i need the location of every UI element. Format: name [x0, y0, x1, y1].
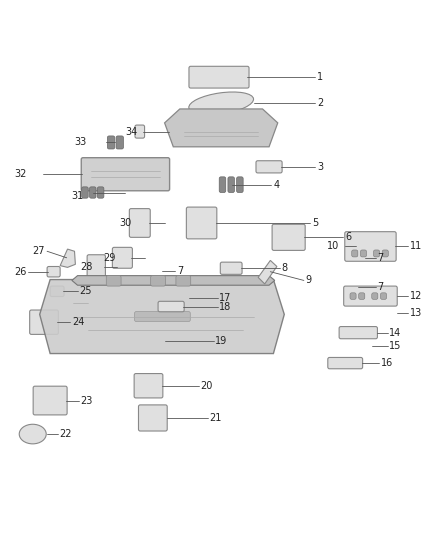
FancyBboxPatch shape [382, 250, 389, 257]
FancyBboxPatch shape [228, 177, 234, 192]
FancyBboxPatch shape [237, 177, 243, 192]
Text: 34: 34 [125, 126, 137, 136]
FancyBboxPatch shape [87, 255, 106, 278]
FancyBboxPatch shape [116, 136, 124, 149]
FancyBboxPatch shape [220, 262, 242, 274]
FancyBboxPatch shape [359, 293, 365, 300]
Ellipse shape [189, 92, 254, 115]
Text: 20: 20 [201, 381, 213, 391]
Text: 16: 16 [381, 358, 393, 368]
FancyBboxPatch shape [158, 301, 184, 312]
FancyBboxPatch shape [138, 405, 167, 431]
Text: 13: 13 [410, 308, 422, 318]
Text: 33: 33 [74, 138, 86, 148]
Text: 1: 1 [317, 72, 323, 82]
FancyBboxPatch shape [256, 161, 282, 173]
Text: 32: 32 [14, 169, 27, 179]
FancyBboxPatch shape [328, 358, 363, 369]
Text: 21: 21 [209, 413, 222, 423]
Text: 31: 31 [71, 191, 83, 201]
Text: 8: 8 [281, 263, 287, 273]
FancyBboxPatch shape [176, 276, 191, 286]
FancyBboxPatch shape [186, 207, 217, 239]
FancyBboxPatch shape [50, 286, 64, 296]
Text: 7: 7 [377, 253, 383, 263]
Text: 18: 18 [219, 302, 232, 312]
Polygon shape [165, 109, 278, 147]
Text: 25: 25 [79, 286, 92, 296]
Text: 3: 3 [317, 162, 323, 172]
FancyBboxPatch shape [360, 250, 367, 257]
FancyBboxPatch shape [113, 247, 132, 268]
Text: 7: 7 [177, 266, 183, 276]
FancyBboxPatch shape [33, 386, 67, 415]
FancyBboxPatch shape [344, 286, 397, 306]
Ellipse shape [19, 424, 46, 444]
Text: 14: 14 [389, 328, 401, 337]
FancyBboxPatch shape [47, 266, 60, 277]
Text: 24: 24 [72, 317, 84, 327]
Text: 15: 15 [389, 341, 402, 351]
FancyBboxPatch shape [339, 327, 378, 339]
Text: 11: 11 [410, 241, 422, 252]
FancyBboxPatch shape [189, 66, 249, 88]
FancyBboxPatch shape [134, 312, 190, 321]
Text: 30: 30 [120, 218, 132, 228]
FancyBboxPatch shape [97, 187, 104, 198]
Text: 7: 7 [377, 281, 383, 292]
FancyBboxPatch shape [272, 224, 305, 251]
Text: 23: 23 [80, 395, 92, 406]
FancyBboxPatch shape [107, 136, 115, 149]
FancyBboxPatch shape [134, 374, 163, 398]
FancyBboxPatch shape [81, 158, 170, 191]
FancyBboxPatch shape [381, 293, 387, 300]
Text: 27: 27 [32, 246, 45, 256]
FancyBboxPatch shape [129, 208, 150, 237]
FancyBboxPatch shape [89, 187, 96, 198]
Text: 10: 10 [327, 241, 339, 252]
Text: 6: 6 [345, 232, 351, 243]
FancyBboxPatch shape [352, 250, 358, 257]
Text: 28: 28 [81, 262, 93, 271]
FancyBboxPatch shape [106, 276, 121, 286]
FancyBboxPatch shape [151, 276, 166, 286]
FancyBboxPatch shape [374, 250, 380, 257]
FancyBboxPatch shape [82, 187, 88, 198]
Text: 19: 19 [215, 336, 227, 346]
Polygon shape [40, 279, 284, 353]
FancyBboxPatch shape [219, 177, 226, 192]
Polygon shape [72, 276, 275, 285]
Text: 29: 29 [103, 253, 116, 263]
Text: 22: 22 [59, 429, 72, 439]
Text: 5: 5 [313, 218, 319, 228]
Text: 2: 2 [317, 98, 323, 108]
Polygon shape [60, 249, 75, 268]
Polygon shape [258, 261, 277, 284]
Text: 17: 17 [219, 293, 232, 303]
Text: 12: 12 [410, 291, 422, 301]
FancyBboxPatch shape [345, 232, 396, 261]
Text: 9: 9 [305, 276, 311, 286]
Text: 26: 26 [14, 266, 27, 277]
FancyBboxPatch shape [350, 293, 356, 300]
FancyBboxPatch shape [30, 310, 58, 334]
Text: 4: 4 [273, 180, 279, 190]
FancyBboxPatch shape [372, 293, 378, 300]
FancyBboxPatch shape [135, 125, 145, 138]
